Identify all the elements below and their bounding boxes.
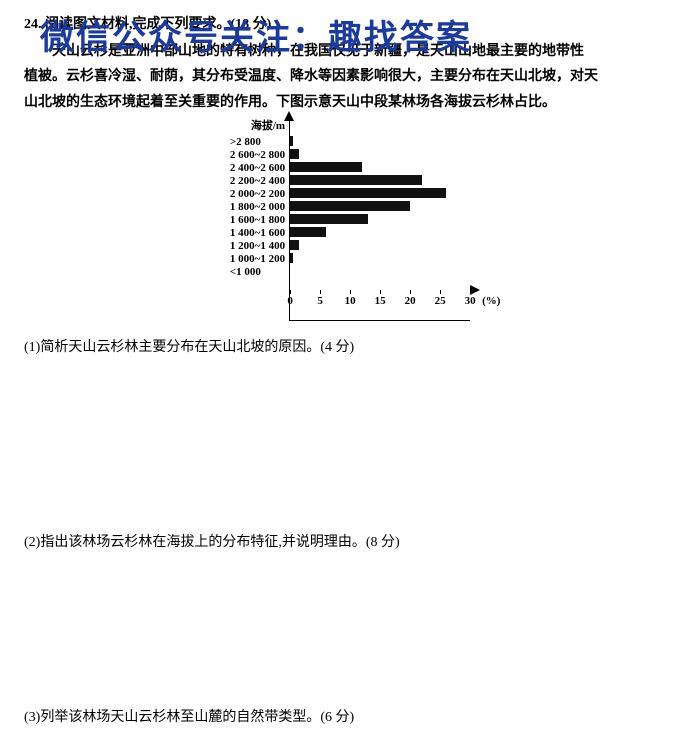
x-tick-label: 5 xyxy=(317,292,323,312)
y-tick-label: <1 000 xyxy=(230,266,285,279)
question-number: 24. xyxy=(24,17,42,32)
subquestion-2: (2)指出该林场云杉林在海拔上的分布特征,并说明理由。(8 分) xyxy=(24,530,676,555)
x-tick-label: 15 xyxy=(375,292,386,312)
elevation-bar-chart: 海拔/m >2 8002 600~2 8002 400~2 6002 200~2… xyxy=(230,121,470,321)
y-axis-labels: 海拔/m >2 8002 600~2 8002 400~2 6002 200~2… xyxy=(230,121,289,305)
question-instruction: 阅读图文材料,完成下列要求。(18 分) xyxy=(45,17,271,32)
y-axis-arrow-icon xyxy=(284,111,294,121)
bar xyxy=(290,175,422,185)
bar xyxy=(290,136,293,146)
y-tick-label: 2 000~2 200 xyxy=(230,188,285,201)
y-tick-label: 1 800~2 000 xyxy=(230,201,285,214)
x-tick-label: 20 xyxy=(405,292,416,312)
subquestion-3: (3)列举该林场天山云杉林至山麓的自然带类型。(6 分) xyxy=(24,705,676,730)
x-axis: 051015202530(%) xyxy=(290,290,470,320)
y-tick-label: 1 200~1 400 xyxy=(230,240,285,253)
chart-container: 海拔/m >2 8002 600~2 8002 400~2 6002 200~2… xyxy=(24,121,676,321)
y-axis-title: 海拔/m xyxy=(251,121,285,135)
y-tick-label: 2 200~2 400 xyxy=(230,175,285,188)
y-tick-label: 1 000~1 200 xyxy=(230,253,285,266)
bar xyxy=(290,162,362,172)
passage-line-3: 山北坡的生态环境起着至关重要的作用。下图示意天山中段某林场各海拔云杉林占比。 xyxy=(24,90,676,115)
x-tick-label: 0 xyxy=(287,292,293,312)
bar xyxy=(290,201,410,211)
question-header: 24. 阅读图文材料,完成下列要求。(18 分) xyxy=(24,12,676,37)
passage-line-1: 天山云杉是亚洲中部山地的特有树种，在我国仅见于新疆，是天山山地最主要的地带性 xyxy=(24,39,676,64)
y-tick-label: 1 400~1 600 xyxy=(230,227,285,240)
bar xyxy=(290,227,326,237)
x-tick-label: 30 xyxy=(465,292,476,312)
plot-area: 051015202530(%) xyxy=(289,121,470,321)
subquestion-1: (1)简析天山云杉林主要分布在天山北坡的原因。(4 分) xyxy=(24,335,676,360)
bar xyxy=(290,253,293,263)
x-axis-unit: (%) xyxy=(482,292,500,312)
bar xyxy=(290,149,299,159)
bar xyxy=(290,240,299,250)
y-tick-label: 2 600~2 800 xyxy=(230,149,285,162)
y-tick-label: 2 400~2 600 xyxy=(230,162,285,175)
y-tick-label: 1 600~1 800 xyxy=(230,214,285,227)
y-tick-label: >2 800 xyxy=(230,136,285,149)
bar xyxy=(290,214,368,224)
bar xyxy=(290,188,446,198)
x-tick-label: 10 xyxy=(345,292,356,312)
passage-line-2: 植被。云杉喜冷湿、耐荫，其分布受温度、降水等因素影响很大，主要分布在天山北坡，对… xyxy=(24,64,676,89)
x-tick-label: 25 xyxy=(435,292,446,312)
